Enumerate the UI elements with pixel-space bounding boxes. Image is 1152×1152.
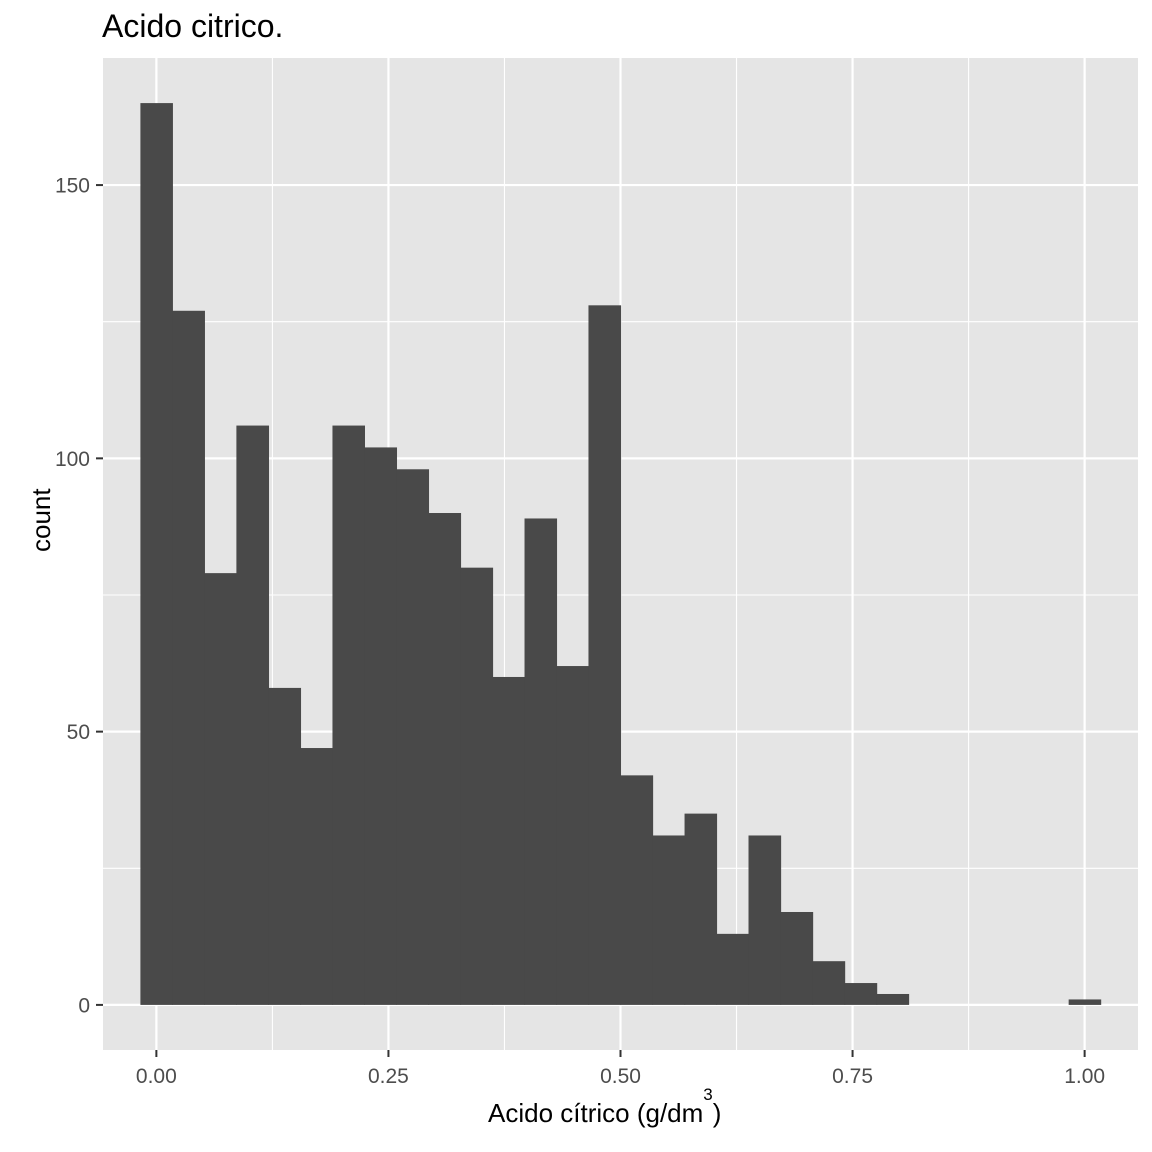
histogram-bar — [140, 103, 173, 1005]
histogram-bar — [620, 775, 654, 1005]
histogram-bar — [460, 567, 494, 1005]
histogram-bar — [172, 310, 205, 1005]
histogram-bar — [684, 813, 718, 1005]
histogram-bar — [396, 469, 430, 1005]
y-tick-label: 100 — [55, 448, 90, 471]
histogram-bar — [268, 687, 302, 1005]
histogram-bar — [1068, 999, 1102, 1005]
y-axis: 0 50 100 150 — [55, 175, 103, 1017]
chart-title: Acido citrico. — [102, 8, 284, 44]
y-axis-title: count — [26, 488, 56, 552]
histogram-bar — [652, 835, 686, 1005]
histogram-bar — [780, 911, 814, 1005]
x-axis-title-close: ) — [712, 1098, 722, 1128]
histogram-bars — [140, 103, 1102, 1005]
histogram-bar — [844, 983, 878, 1005]
histogram-bar — [748, 835, 782, 1005]
y-tick-label: 0 — [78, 994, 90, 1017]
histogram-bar — [524, 518, 558, 1005]
histogram-bar — [556, 666, 590, 1005]
histogram-bar — [236, 425, 270, 1005]
histogram-bar — [876, 993, 910, 1005]
histogram-bar — [364, 447, 398, 1005]
x-axis-title-superscript: 3 — [703, 1085, 713, 1104]
histogram-bar — [332, 425, 365, 1005]
histogram-bar — [812, 961, 846, 1005]
histogram-bar — [716, 933, 750, 1005]
x-axis-title: Acido cítrico (g/dm3) — [488, 1086, 722, 1129]
histogram-bar — [300, 748, 334, 1005]
histogram-bar — [204, 573, 237, 1005]
y-tick-label: 150 — [55, 175, 90, 198]
x-axis-title-main: Acido cítrico (g/dm — [488, 1098, 704, 1128]
x-tick-label: 0.50 — [600, 1065, 641, 1088]
y-tick-label: 50 — [67, 721, 90, 744]
x-tick-label: 1.00 — [1064, 1065, 1105, 1088]
histogram-bar — [428, 513, 462, 1005]
x-tick-label: 0.75 — [832, 1065, 873, 1088]
histogram-bar — [588, 305, 622, 1005]
x-axis: 0.00 0.25 0.50 0.75 1.00 — [136, 1050, 1105, 1088]
histogram-bar — [492, 676, 526, 1005]
x-tick-label: 0.00 — [136, 1065, 177, 1088]
x-tick-label: 0.25 — [368, 1065, 409, 1088]
